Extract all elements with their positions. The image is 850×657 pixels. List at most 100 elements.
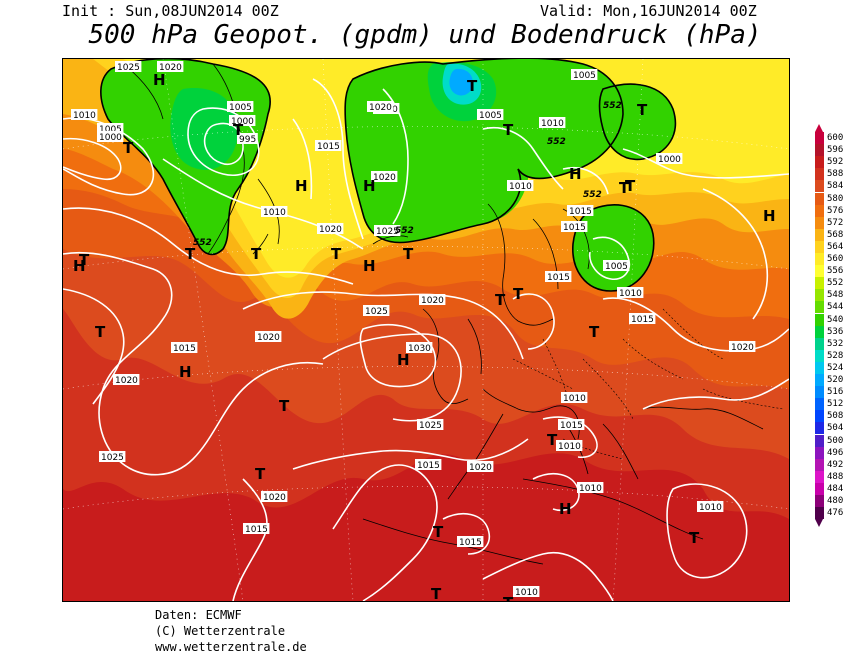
legend-label: 504 [827, 423, 844, 434]
legend-label: 524 [827, 362, 844, 373]
pressure-label: 1025 [115, 61, 142, 73]
svg-text:1005: 1005 [605, 262, 628, 272]
svg-text:1015: 1015 [459, 538, 482, 548]
legend-swatch [815, 168, 824, 181]
legend-row: 540 [815, 313, 850, 326]
geopot-label: 552 [395, 226, 414, 236]
pressure-label: 1025 [417, 419, 444, 431]
legend-swatch [815, 482, 824, 495]
legend-row: 536 [815, 325, 850, 338]
pressure-label: 1010 [507, 180, 534, 192]
svg-text:1015: 1015 [547, 273, 570, 283]
legend-row: 512 [815, 398, 850, 411]
legend-label: 600 [827, 133, 844, 143]
low-center: T [503, 121, 514, 139]
geopot-fill-520-arctic [449, 68, 473, 96]
legend-row: 588 [815, 168, 850, 181]
pressure-label: 1010 [561, 392, 588, 404]
low-center: T [255, 465, 266, 483]
pressure-label: 1010 [556, 440, 583, 452]
legend-row: 544 [815, 301, 850, 314]
svg-text:1025: 1025 [101, 453, 124, 463]
geopot-fill-552-russia [572, 204, 654, 291]
svg-text:1010: 1010 [563, 394, 586, 404]
low-center: T [251, 245, 262, 263]
high-center: H [397, 351, 410, 369]
legend-row: 476 [815, 507, 850, 520]
legend-swatch [815, 337, 824, 350]
legend-row: 532 [815, 337, 850, 350]
svg-text:1010: 1010 [579, 484, 602, 494]
geopot-label: 552 [603, 101, 622, 111]
legend-row: 484 [815, 482, 850, 495]
pressure-label: 1030 [406, 342, 433, 354]
geopot-contours [100, 59, 677, 292]
init-time: Init : Sun,08JUN2014 00Z [62, 2, 279, 20]
svg-text:1010: 1010 [263, 208, 286, 218]
geopot-fill-552-kara [599, 84, 676, 160]
pressure-label: 1005 [97, 123, 124, 135]
svg-text:1005: 1005 [229, 103, 252, 113]
svg-text:1020: 1020 [159, 63, 182, 73]
pressure-label: 1010 [697, 501, 724, 513]
svg-text:1020: 1020 [369, 103, 392, 113]
pressure-label: 1020 [467, 461, 494, 473]
legend-label: 596 [827, 145, 844, 156]
legend-swatch [815, 446, 824, 459]
svg-text:1020: 1020 [263, 493, 286, 503]
low-center: T [495, 291, 506, 309]
pressure-label: 1005 [603, 260, 630, 272]
legend-row: 516 [815, 386, 850, 399]
legend-row: 524 [815, 361, 850, 374]
pressure-label: 1020 [371, 171, 398, 183]
legend-swatch [815, 144, 824, 157]
pressure-labels: 1010100510001005100099510201015101010251… [71, 61, 756, 598]
svg-text:1015: 1015 [563, 223, 586, 233]
svg-text:1015: 1015 [417, 461, 440, 471]
legend-row: 560 [815, 253, 850, 265]
legend-row: 572 [815, 216, 850, 229]
pressure-label: 1010 [513, 586, 540, 598]
pressure-label: 1015 [457, 536, 484, 548]
svg-text:1025: 1025 [376, 227, 399, 237]
legend-row: 584 [815, 180, 850, 193]
pressure-label: 1000 [229, 115, 256, 127]
footer-data-source: Daten: ECMWF [155, 608, 242, 622]
svg-text:1010: 1010 [73, 111, 96, 121]
pressure-label: 1020 [157, 61, 184, 73]
legend-swatch [815, 204, 824, 217]
legend-swatch [815, 277, 824, 290]
legend-swatch [815, 289, 824, 302]
svg-text:1005: 1005 [479, 111, 502, 121]
svg-text:1010: 1010 [515, 588, 538, 598]
svg-text:1020: 1020 [115, 376, 138, 386]
legend-swatch [815, 349, 824, 362]
legend-row: 496 [815, 446, 850, 459]
geopot-label: 552 [583, 190, 602, 200]
legend-label: 484 [827, 483, 844, 494]
pressure-label: 1025 [99, 451, 126, 463]
legend-swatch [815, 192, 824, 205]
weather-map: 1010100510001005100099510201015101010251… [62, 58, 790, 602]
legend-label: 564 [827, 241, 844, 252]
legend-label: 592 [827, 157, 844, 168]
legend-row: 596 [815, 144, 850, 157]
legend-label: 584 [827, 181, 844, 192]
svg-text:1015: 1015 [631, 315, 654, 325]
svg-text:1025: 1025 [117, 63, 140, 73]
valid-time: Valid: Mon,16JUN2014 00Z [540, 2, 757, 20]
svg-text:1000: 1000 [231, 117, 254, 127]
pressure-label: 1010 [261, 206, 288, 218]
high-center: H [559, 500, 572, 518]
low-center: T [467, 77, 478, 95]
legend-label: 576 [827, 205, 844, 216]
legend-row: 528 [815, 349, 850, 362]
legend-swatch [815, 325, 824, 338]
legend-label: 544 [827, 302, 844, 313]
footer-url[interactable]: www.wetterzentrale.de [155, 640, 307, 654]
legend-swatch [815, 458, 824, 471]
pressure-label: 1020 [261, 491, 288, 503]
geopot-label: 552 [193, 238, 212, 248]
legend-row: 556 [815, 265, 850, 278]
high-center: H [763, 207, 776, 225]
